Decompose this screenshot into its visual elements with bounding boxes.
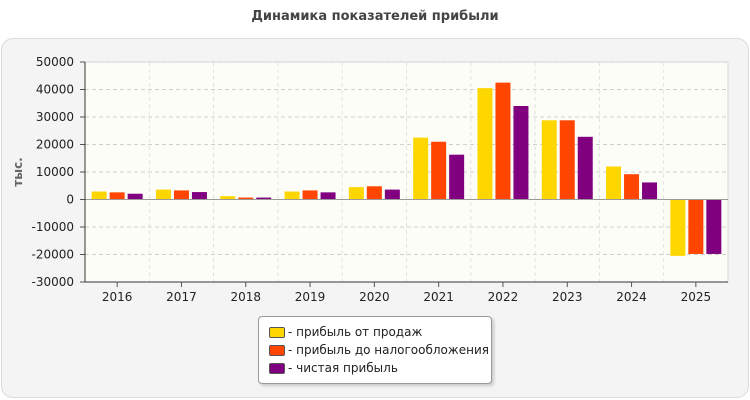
bar-2023-series-0 <box>541 120 557 200</box>
bar-2020-series-2 <box>384 189 400 200</box>
legend-item-net-profit: - чистая прибыль <box>269 359 398 377</box>
x-tick-label: 2021 <box>423 290 454 304</box>
legend: - прибыль от продаж - прибыль до налогоо… <box>258 316 492 384</box>
y-tick-label: 50000 <box>36 55 74 69</box>
bar-2024-series-2 <box>642 182 658 200</box>
bar-2020-series-1 <box>366 186 382 200</box>
bar-2016-series-0 <box>91 191 107 200</box>
legend-swatch-sales-profit <box>269 326 285 338</box>
y-tick-label: 0 <box>66 193 74 207</box>
y-tick-label: 20000 <box>36 138 74 152</box>
bar-2016-series-1 <box>109 192 125 200</box>
bar-2025-series-0 <box>670 199 686 256</box>
bar-2019-series-0 <box>284 191 300 200</box>
y-axis-label: тыс. <box>11 157 25 186</box>
legend-swatch-net-profit <box>269 362 285 374</box>
bar-2023-series-2 <box>577 136 593 200</box>
bar-2023-series-1 <box>559 120 575 200</box>
bar-2016-series-2 <box>127 193 143 200</box>
x-tick-label: 2017 <box>166 290 197 304</box>
bar-2021-series-2 <box>449 154 465 200</box>
y-tick-label: -10000 <box>31 220 74 234</box>
x-tick-label: 2020 <box>359 290 390 304</box>
x-tick-label: 2024 <box>616 290 647 304</box>
y-tick-label: -20000 <box>31 248 74 262</box>
bar-2017-series-2 <box>191 192 207 200</box>
legend-item-sales-profit: - прибыль от продаж <box>269 323 422 341</box>
x-tick-label: 2016 <box>102 290 133 304</box>
x-tick-label: 2022 <box>488 290 519 304</box>
x-tick-label: 2023 <box>552 290 583 304</box>
legend-label-sales-profit: - прибыль от продаж <box>288 325 423 339</box>
legend-label-pretax-profit: - прибыль до налогообложения <box>288 343 489 357</box>
legend-item-pretax-profit: - прибыль до налогообложения <box>269 341 489 359</box>
bar-2019-series-2 <box>320 192 336 200</box>
bar-2021-series-0 <box>413 137 429 200</box>
x-tick-label: 2025 <box>681 290 712 304</box>
bar-2018-series-1 <box>238 197 254 200</box>
bar-2022-series-1 <box>495 82 511 200</box>
bar-2024-series-0 <box>606 166 622 200</box>
bar-2022-series-2 <box>513 106 529 200</box>
bar-2025-series-2 <box>706 199 722 254</box>
legend-swatch-pretax-profit <box>269 344 285 356</box>
bar-2018-series-0 <box>220 196 236 200</box>
bar-2017-series-1 <box>173 190 189 200</box>
bar-2024-series-1 <box>624 174 640 200</box>
y-tick-label: 40000 <box>36 83 74 97</box>
x-tick-label: 2019 <box>295 290 326 304</box>
bar-2025-series-1 <box>688 199 704 254</box>
y-tick-label: -30000 <box>31 275 74 289</box>
bar-2018-series-2 <box>256 197 272 200</box>
bar-2020-series-0 <box>348 187 364 200</box>
y-tick-label: 10000 <box>36 165 74 179</box>
bar-2019-series-1 <box>302 190 318 200</box>
bar-2017-series-0 <box>155 189 171 200</box>
legend-label-net-profit: - чистая прибыль <box>288 361 398 375</box>
x-tick-label: 2018 <box>230 290 261 304</box>
y-tick-label: 30000 <box>36 110 74 124</box>
chart-title: Динамика показателей прибыли <box>251 9 499 24</box>
bar-2022-series-0 <box>477 88 493 200</box>
bar-2021-series-1 <box>431 141 447 200</box>
